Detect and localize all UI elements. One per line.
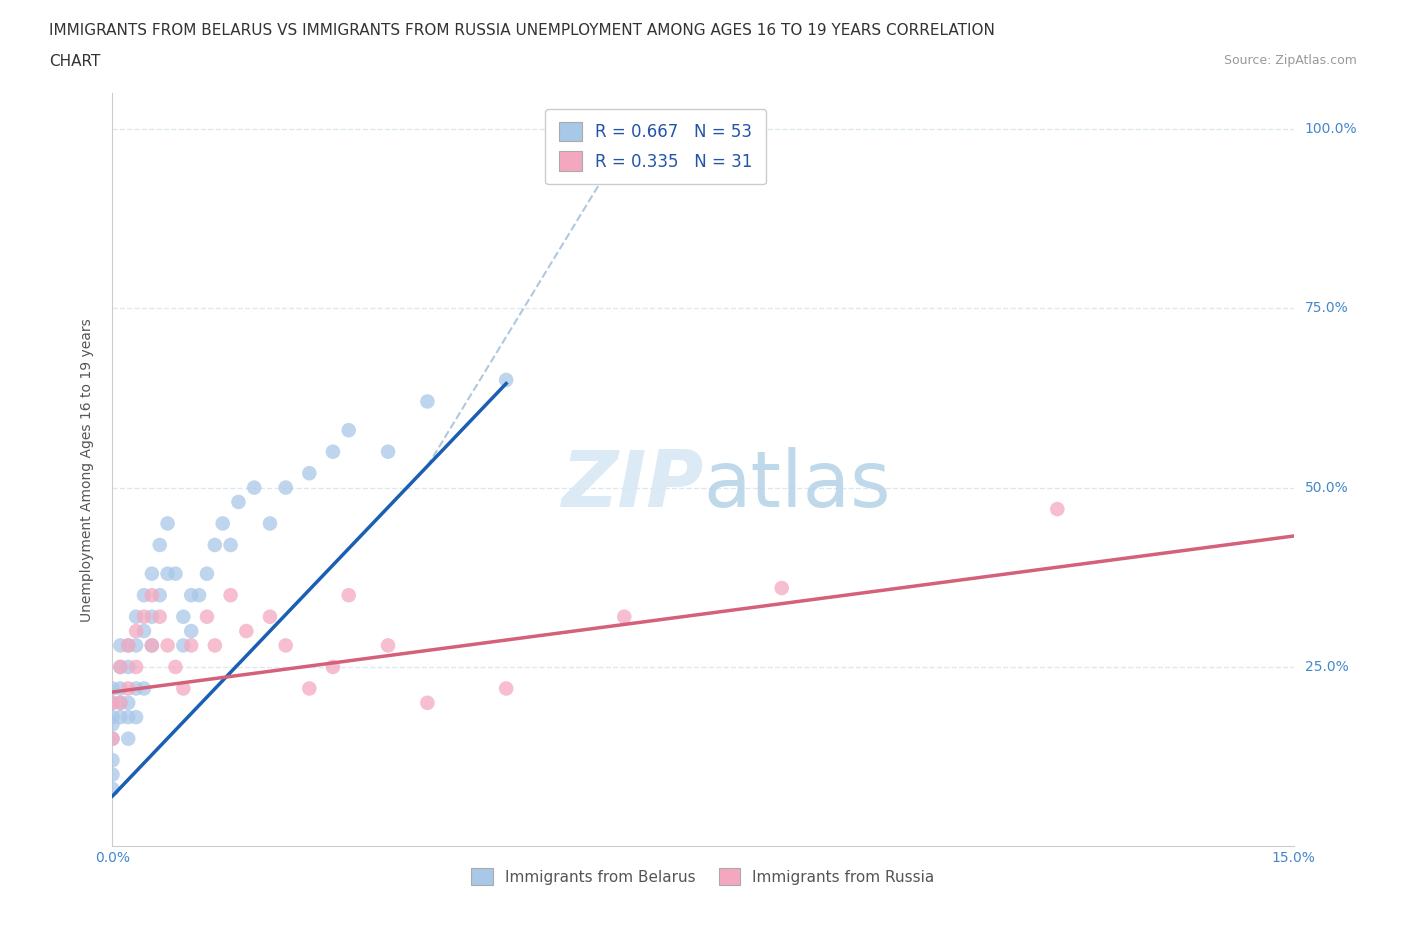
- Point: [125, 609, 148, 624]
- Point: [156, 516, 179, 531]
- Point: [141, 638, 163, 653]
- Point: [110, 659, 132, 674]
- Point: [180, 624, 202, 639]
- Point: [117, 696, 139, 711]
- Text: IMMIGRANTS FROM BELARUS VS IMMIGRANTS FROM RUSSIA UNEMPLOYMENT AMONG AGES 16 TO : IMMIGRANTS FROM BELARUS VS IMMIGRANTS FR…: [49, 23, 995, 38]
- Point: [101, 681, 124, 696]
- Point: [101, 731, 124, 746]
- Text: 100.0%: 100.0%: [1305, 122, 1357, 136]
- Point: [101, 767, 124, 782]
- Point: [243, 480, 266, 495]
- Point: [101, 752, 124, 767]
- Point: [117, 638, 139, 653]
- Point: [141, 566, 163, 581]
- Point: [1046, 501, 1069, 516]
- Point: [180, 638, 202, 653]
- Point: [141, 638, 163, 653]
- Point: [416, 696, 439, 711]
- Point: [117, 659, 139, 674]
- Point: [219, 588, 242, 603]
- Point: [132, 588, 155, 603]
- Point: [298, 466, 321, 481]
- Point: [110, 659, 132, 674]
- Point: [101, 731, 124, 746]
- Point: [211, 516, 233, 531]
- Point: [204, 638, 226, 653]
- Text: Source: ZipAtlas.com: Source: ZipAtlas.com: [1223, 54, 1357, 67]
- Point: [125, 624, 148, 639]
- Point: [235, 624, 257, 639]
- Point: [165, 566, 187, 581]
- Point: [195, 566, 218, 581]
- Point: [149, 609, 172, 624]
- Point: [149, 538, 172, 552]
- Point: [377, 638, 399, 653]
- Point: [416, 394, 439, 409]
- Text: ZIP: ZIP: [561, 446, 703, 523]
- Point: [495, 373, 517, 388]
- Point: [188, 588, 211, 603]
- Point: [613, 609, 636, 624]
- Point: [125, 638, 148, 653]
- Point: [110, 696, 132, 711]
- Point: [259, 609, 281, 624]
- Point: [132, 681, 155, 696]
- Point: [219, 538, 242, 552]
- Point: [141, 609, 163, 624]
- Text: 75.0%: 75.0%: [1305, 301, 1348, 315]
- Point: [117, 710, 139, 724]
- Legend: Immigrants from Belarus, Immigrants from Russia: Immigrants from Belarus, Immigrants from…: [465, 861, 941, 891]
- Point: [132, 609, 155, 624]
- Point: [156, 638, 179, 653]
- Point: [125, 710, 148, 724]
- Point: [110, 710, 132, 724]
- Text: CHART: CHART: [49, 54, 101, 69]
- Point: [165, 659, 187, 674]
- Point: [495, 681, 517, 696]
- Point: [141, 588, 163, 603]
- Point: [337, 423, 360, 438]
- Text: 25.0%: 25.0%: [1305, 660, 1348, 674]
- Point: [117, 638, 139, 653]
- Point: [172, 609, 194, 624]
- Point: [228, 495, 250, 510]
- Point: [613, 136, 636, 151]
- Point: [172, 638, 194, 653]
- Point: [377, 445, 399, 459]
- Point: [110, 638, 132, 653]
- Point: [298, 681, 321, 696]
- Point: [125, 659, 148, 674]
- Point: [125, 681, 148, 696]
- Point: [117, 681, 139, 696]
- Y-axis label: Unemployment Among Ages 16 to 19 years: Unemployment Among Ages 16 to 19 years: [80, 318, 94, 621]
- Point: [101, 781, 124, 796]
- Point: [770, 580, 793, 595]
- Point: [274, 638, 297, 653]
- Point: [132, 624, 155, 639]
- Point: [172, 681, 194, 696]
- Point: [110, 696, 132, 711]
- Text: atlas: atlas: [703, 446, 890, 523]
- Point: [117, 731, 139, 746]
- Point: [101, 717, 124, 732]
- Point: [195, 609, 218, 624]
- Point: [101, 696, 124, 711]
- Point: [322, 659, 344, 674]
- Point: [337, 588, 360, 603]
- Point: [259, 516, 281, 531]
- Point: [101, 696, 124, 711]
- Text: 50.0%: 50.0%: [1305, 481, 1348, 495]
- Point: [274, 480, 297, 495]
- Point: [156, 566, 179, 581]
- Point: [149, 588, 172, 603]
- Point: [204, 538, 226, 552]
- Point: [180, 588, 202, 603]
- Point: [101, 710, 124, 724]
- Point: [322, 445, 344, 459]
- Point: [110, 681, 132, 696]
